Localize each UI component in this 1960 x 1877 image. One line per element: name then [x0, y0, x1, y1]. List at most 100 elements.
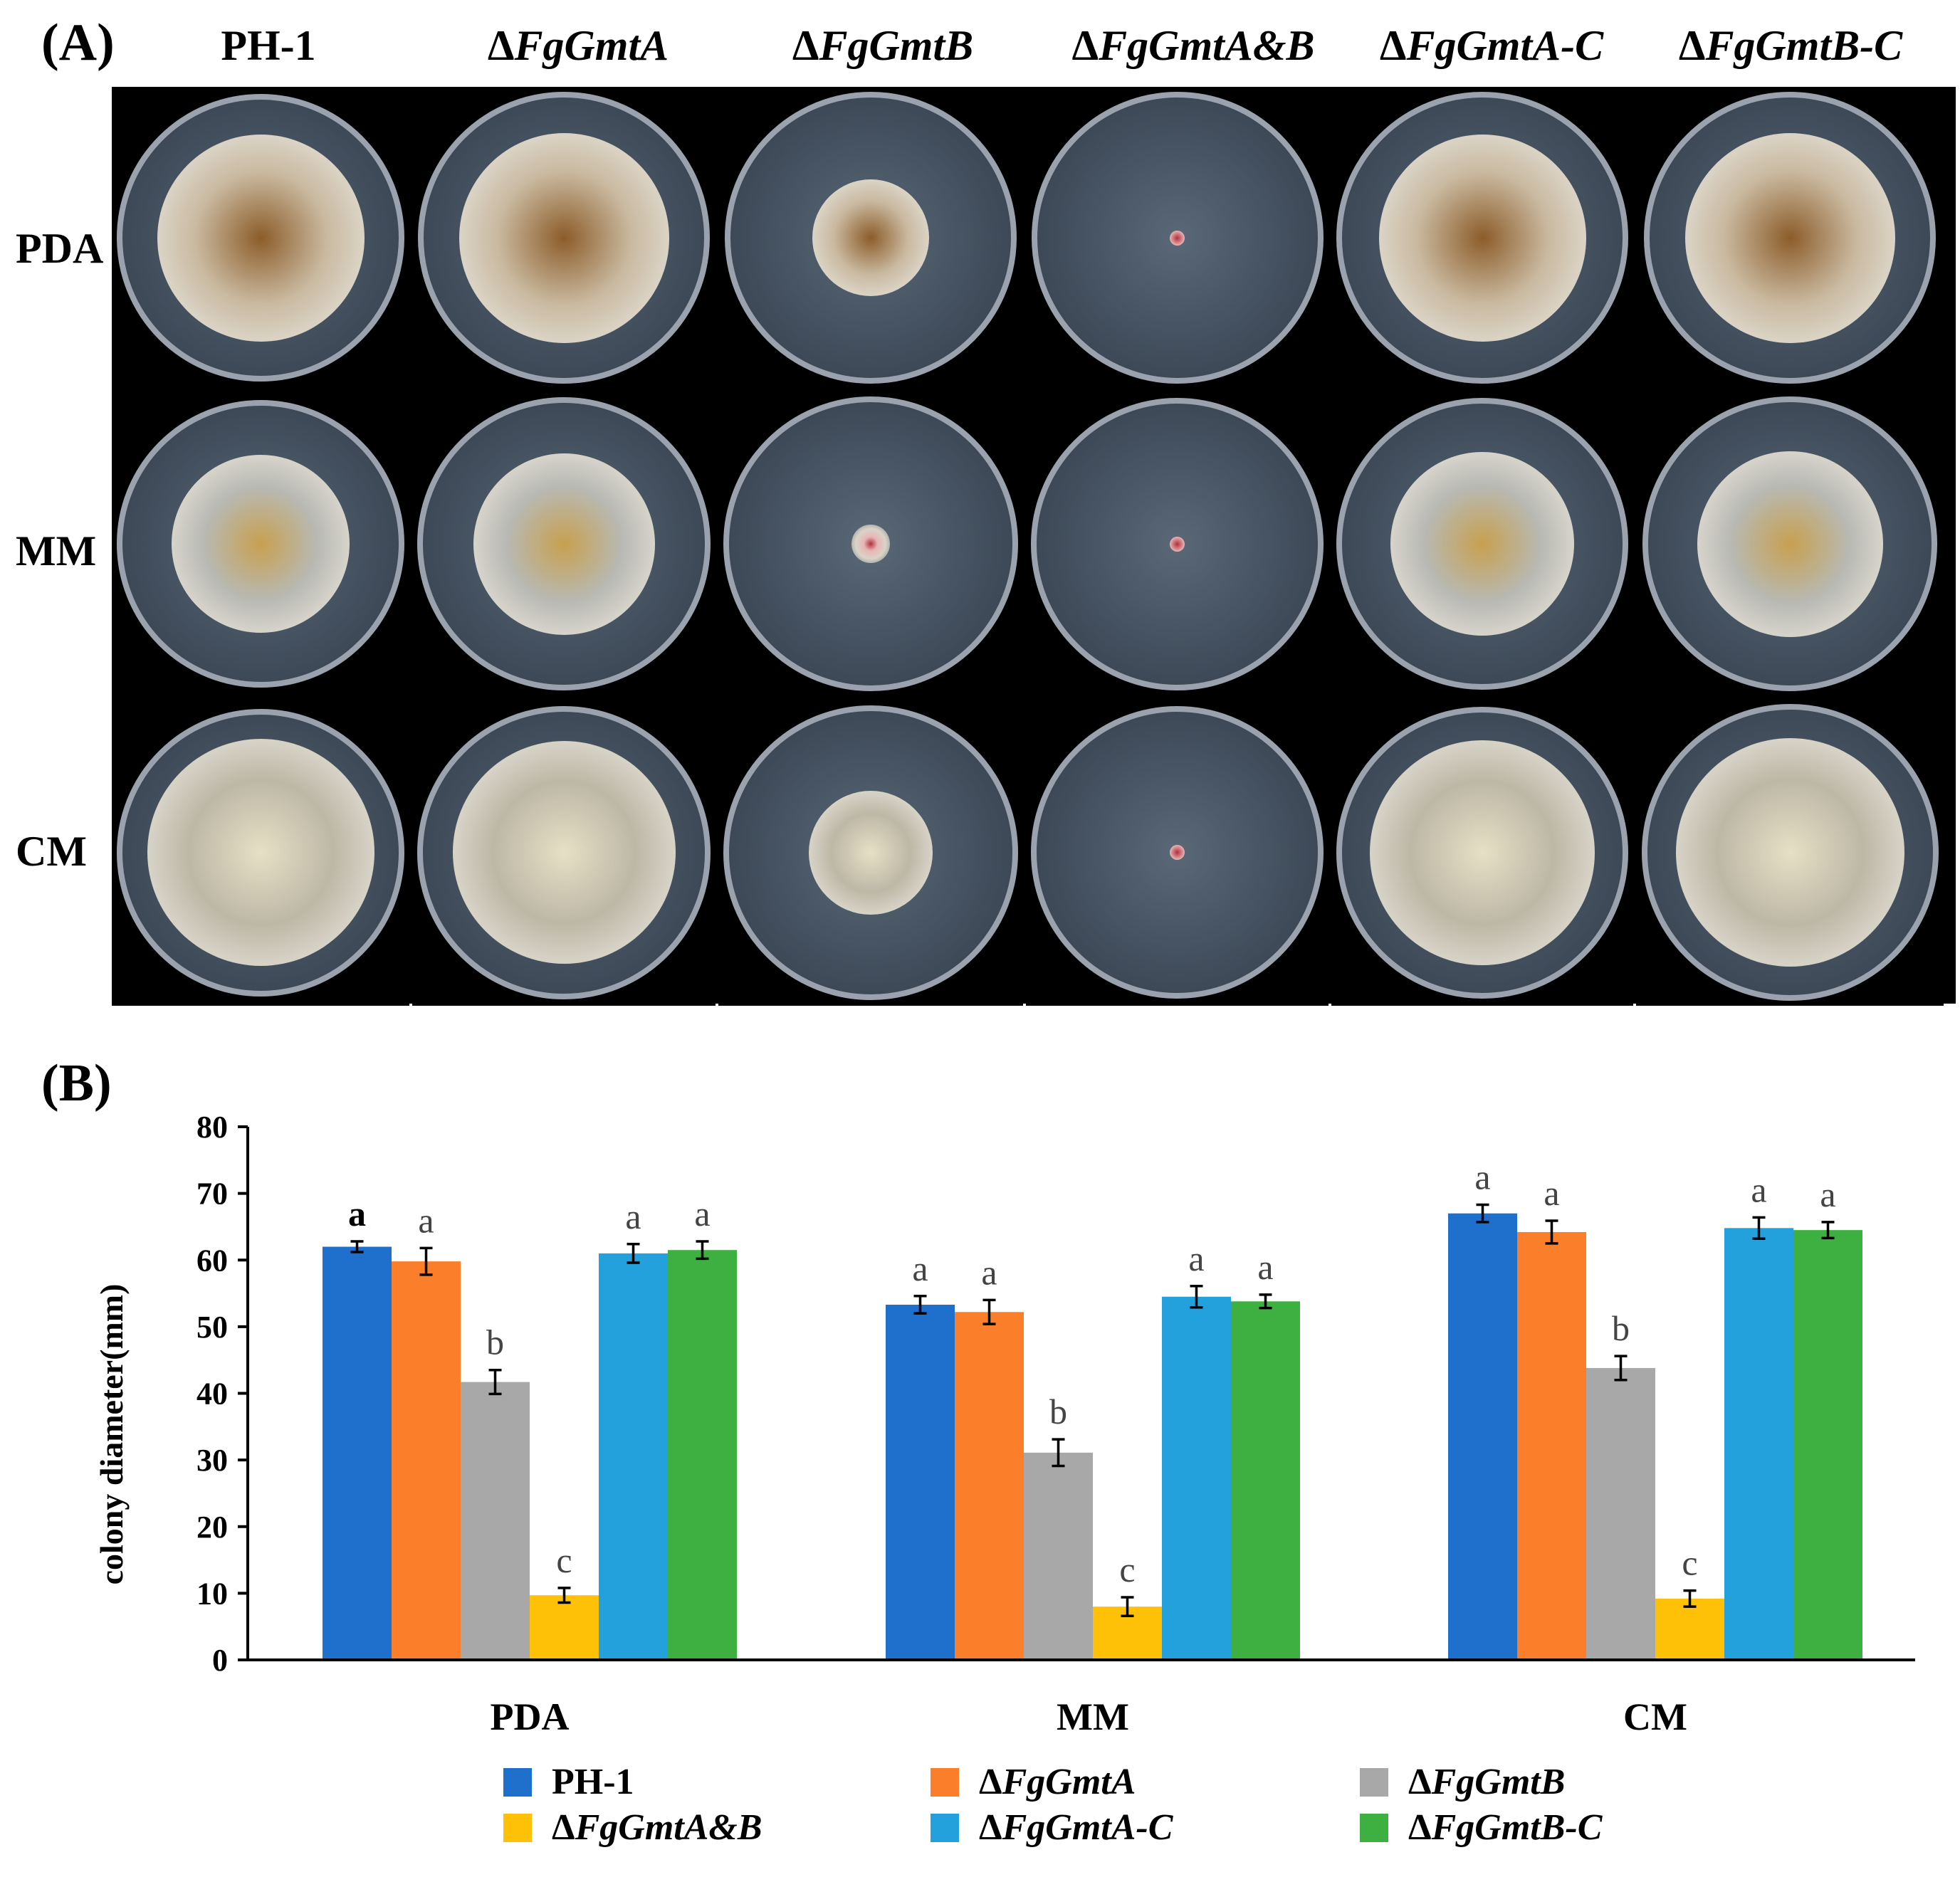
- strain-name: FgGmtB: [819, 22, 974, 69]
- legend-label-name: FgGmtB-C: [1431, 1807, 1603, 1848]
- strain-name: FgGmtB-C: [1705, 22, 1903, 69]
- row-header-cm: CM: [16, 828, 87, 875]
- plate-photo-mm-6: [1636, 391, 1944, 696]
- fungal-colony: [1170, 230, 1185, 246]
- plate-photo-cm-1: [112, 699, 409, 1006]
- legend-label: ΔFgGmtA&B: [552, 1807, 762, 1848]
- fungal-colony: [809, 790, 933, 915]
- plate-photo-mm-4: [1026, 391, 1328, 696]
- legend-label: ΔFgGmtB-C: [1408, 1807, 1603, 1848]
- fungal-colony: [851, 525, 890, 563]
- y-tick-label: 20: [196, 1510, 228, 1545]
- fungal-colony: [157, 134, 365, 342]
- plate-photo-cm-6: [1636, 699, 1944, 1006]
- fungal-colony: [172, 455, 350, 633]
- plate-photo-pda-5: [1331, 87, 1633, 389]
- plate-photo-cm-5: [1331, 699, 1633, 1006]
- column-header-fggmta: ΔFgGmtA: [429, 21, 728, 70]
- plate-photo-pda-4: [1026, 87, 1328, 389]
- category-label: CM: [1623, 1695, 1687, 1738]
- row-header-pda: PDA: [16, 225, 104, 272]
- significance-letter: a: [1751, 1169, 1766, 1209]
- legend-label-prefix: Δ: [1408, 1762, 1432, 1802]
- strain-prefix: Δ: [487, 22, 515, 69]
- plate-photo-mm-2: [412, 391, 716, 696]
- bar: [461, 1382, 530, 1660]
- legend-label-name: PH-1: [552, 1762, 634, 1802]
- legend-label-prefix: Δ: [979, 1807, 1002, 1848]
- bar: [1448, 1213, 1517, 1660]
- bar: [1517, 1231, 1586, 1660]
- y-tick-label: 0: [212, 1643, 228, 1678]
- y-tick-label: 50: [196, 1310, 228, 1345]
- fungal-colony: [1370, 740, 1595, 965]
- bar: [955, 1312, 1024, 1660]
- bar: [1586, 1367, 1655, 1660]
- bar: [1655, 1598, 1724, 1660]
- plate-photo-cm-3: [718, 699, 1023, 1006]
- panel-b-label: (B): [41, 1054, 112, 1113]
- y-tick-label: 40: [196, 1377, 228, 1411]
- plate-photo-mm-3: [718, 391, 1023, 696]
- significance-letter: a: [694, 1194, 710, 1234]
- fungal-colony: [812, 179, 929, 296]
- legend-label-prefix: Δ: [979, 1762, 1002, 1802]
- strain-prefix: Δ: [792, 22, 819, 69]
- significance-letter: a: [1544, 1173, 1559, 1213]
- bar: [530, 1595, 599, 1660]
- significance-letter: c: [1682, 1543, 1697, 1583]
- significance-letter: a: [625, 1197, 641, 1236]
- fungal-colony: [452, 741, 676, 964]
- x-axis: PDA MM CM: [248, 1658, 1915, 1738]
- plate-photo-mm-5: [1331, 391, 1633, 696]
- panel-a-label: (A): [41, 14, 115, 72]
- significance-letter: a: [981, 1252, 997, 1292]
- y-tick-label: 80: [196, 1110, 228, 1145]
- legend-label-name: FgGmtA-C: [1002, 1807, 1174, 1848]
- row-header-mm: MM: [16, 527, 97, 574]
- strain-name: FgGmtA&B: [1099, 22, 1315, 69]
- fungal-colony: [147, 739, 374, 966]
- legend-swatch: [1360, 1768, 1388, 1797]
- column-header-fggmta-c: ΔFgGmtA-C: [1342, 21, 1641, 70]
- fungal-colony: [1378, 134, 1586, 342]
- fungal-colony: [1170, 845, 1185, 860]
- bar: [1793, 1230, 1862, 1660]
- fungal-colony: [1390, 452, 1574, 636]
- bar: [599, 1253, 668, 1660]
- bar: [1024, 1452, 1093, 1660]
- plate-photo-pda-2: [412, 87, 716, 389]
- legend-label-prefix: Δ: [1408, 1807, 1432, 1848]
- y-tick-label: 60: [196, 1243, 228, 1278]
- strain-name: FgGmtA-C: [1406, 22, 1604, 69]
- y-tick-label: 10: [196, 1576, 228, 1611]
- y-axis: 0 10 20 30 40 50 60 70 80: [196, 1110, 249, 1678]
- significance-letter: a: [348, 1194, 366, 1234]
- colony-diameter-chart: 0 10 20 30 40 50 60 70 80 a a b c a a a a b c a a a a b c a a PDA…: [93, 1110, 1915, 1848]
- strain-prefix: Δ: [1678, 22, 1706, 69]
- strain-prefix: Δ: [1071, 22, 1099, 69]
- bar: [668, 1250, 737, 1660]
- significance-letter: b: [486, 1323, 504, 1362]
- legend-swatch: [503, 1814, 532, 1842]
- plate-photo-cm-4: [1026, 699, 1328, 1006]
- bar: [886, 1304, 955, 1660]
- legend-swatch: [1360, 1814, 1388, 1842]
- fungal-colony: [473, 453, 655, 635]
- legend-swatch: [931, 1814, 959, 1842]
- legend-label-name: FgGmtA: [1002, 1762, 1136, 1802]
- bar: [1231, 1301, 1300, 1660]
- legend-label: PH-1: [552, 1762, 634, 1802]
- plate-photo-cm-2: [412, 699, 716, 1006]
- plate-photo-pda-1: [112, 87, 409, 389]
- bars: a a b c a a a a b c a a a a b c a a: [323, 1157, 1862, 1660]
- y-tick-label: 30: [196, 1443, 228, 1478]
- category-label: PDA: [491, 1695, 570, 1738]
- significance-letter: a: [1188, 1239, 1204, 1278]
- significance-letter: c: [556, 1540, 572, 1580]
- significance-letter: a: [1474, 1157, 1490, 1197]
- significance-letter: a: [1257, 1247, 1273, 1287]
- fungal-colony: [1684, 132, 1895, 343]
- legend-label: ΔFgGmtB: [1408, 1762, 1565, 1802]
